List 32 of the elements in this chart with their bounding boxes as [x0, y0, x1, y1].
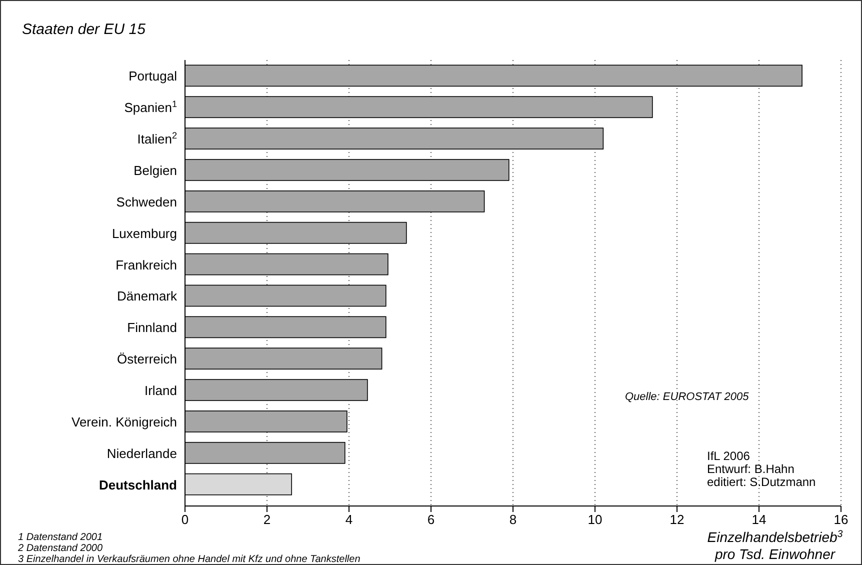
- x-axis-title: Einzelhandelsbetrieb$^{3}$ pro Tsd. Einwohner: [707, 528, 844, 562]
- y-tick-label: Deutschland: [98, 477, 178, 492]
- y-tick-label: Luxemburg: [112, 226, 177, 241]
- x-tick-label: 10: [588, 512, 602, 527]
- x-tick-label: 2: [263, 512, 271, 527]
- x-tick-label: 4: [345, 512, 353, 527]
- x-tick-label: 6: [427, 512, 435, 527]
- y-tick-label: Österreich: [117, 352, 177, 367]
- y-tick-label: Irland: [144, 383, 177, 398]
- y-tick-label: Finnland: [127, 320, 177, 336]
- chart-title: Staaten der EU 15: [22, 21, 146, 38]
- annotation: editiert: S.Dutzmann: [707, 475, 816, 489]
- x-tick-label: 14: [752, 512, 766, 527]
- x-tick-label: 0: [181, 512, 189, 527]
- y-tick-label: Spanien$^{1}$: [124, 99, 177, 116]
- y-tick-label: Portugal: [128, 68, 178, 84]
- text: 1 Datenstand 2001: [18, 532, 103, 543]
- x-tick-label: 16: [834, 512, 848, 527]
- annotation: IfL 2006: [707, 449, 750, 463]
- y-tick-label: Niederlande: [106, 446, 177, 461]
- x-tick-label: 12: [670, 512, 684, 527]
- text: 3 Einzelhandel in Verkaufsräumen ohne Handel mit Kfz und ohne Tankstellen: [18, 554, 361, 565]
- y-tick-label: Verein. Königreich: [71, 414, 177, 430]
- text: 2 Datenstand 2000: [17, 543, 103, 554]
- annotation: Quelle: EUROSTAT 2005: [625, 391, 750, 403]
- annotation: Entwurf: B.Hahn: [707, 462, 794, 476]
- x-tick-label: 8: [509, 512, 517, 527]
- y-tick-label: Belgien: [134, 162, 177, 178]
- y-tick-label: Schweden: [116, 194, 177, 210]
- y-tick-label: Dänemark: [117, 288, 178, 304]
- y-tick-label: Italien$^{2}$: [137, 130, 177, 147]
- y-tick-label: Frankreich: [116, 257, 177, 272]
